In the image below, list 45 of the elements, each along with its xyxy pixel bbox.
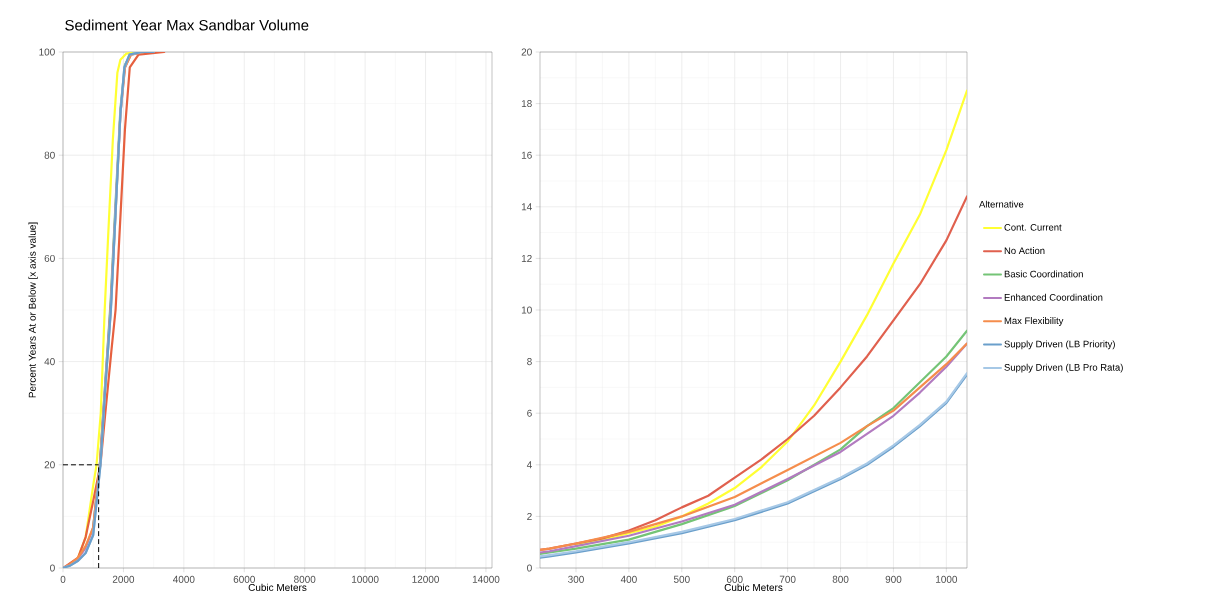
y-tick-label: 4 — [526, 461, 532, 469]
y-tick-label: 20 — [521, 48, 532, 56]
y-tick-label: 12 — [521, 254, 532, 262]
x-tick-label: 12000 — [412, 575, 439, 583]
y-tick-label: 60 — [44, 254, 55, 262]
y-axis-title: Percent Years At or Below [x axis value] — [28, 222, 38, 398]
x-tick-label: 900 — [885, 575, 902, 583]
y-tick-label: 2 — [527, 512, 532, 520]
legend-label: Supply Driven (LB Priority) — [1004, 340, 1115, 350]
x-tick-label: 10000 — [352, 575, 379, 583]
y-tick-label: 18 — [521, 100, 532, 108]
legend-label: No Action — [1004, 247, 1045, 255]
x-tick-label: 500 — [673, 575, 690, 583]
chart-title: Sediment Year Max Sandbar Volume — [65, 19, 309, 31]
y-tick-label: 80 — [44, 151, 55, 159]
y-tick-label: 10 — [521, 306, 532, 314]
legend-label: Cont. Current — [1004, 224, 1062, 231]
x-tick-label: 14000 — [472, 575, 500, 583]
legend-label: Max Flexibility — [1004, 317, 1064, 326]
legend-title: Alternative — [979, 200, 1024, 208]
x-tick-label: 1000 — [936, 575, 958, 583]
y-tick-label: 100 — [39, 48, 55, 56]
x-tick-label: 600 — [726, 575, 743, 583]
y-tick-label: 8 — [527, 358, 532, 366]
legend-label: Enhanced Coordination — [1004, 293, 1103, 301]
y-tick-label: 0 — [50, 564, 55, 572]
y-tick-label: 14 — [521, 203, 532, 211]
legend-label: Basic Coordination — [1004, 270, 1083, 278]
y-tick-label: 16 — [521, 151, 532, 159]
x-tick-label: 700 — [779, 575, 796, 583]
y-tick-label: 40 — [44, 358, 55, 366]
x-tick-label: 800 — [832, 575, 849, 583]
x-tick-label: 8000 — [294, 575, 316, 583]
x-tick-label: 300 — [568, 575, 584, 583]
y-tick-label: 6 — [527, 409, 532, 417]
y-tick-label: 0 — [527, 564, 532, 572]
x-tick-label: 6000 — [233, 575, 255, 583]
x-axis-title: Cubic Meters — [724, 583, 783, 591]
y-tick-label: 20 — [44, 461, 55, 469]
legend-label: Supply Driven (LB Pro Rata) — [1004, 363, 1123, 373]
x-axis-title: Cubic Meters — [248, 583, 307, 591]
x-tick-label: 4000 — [173, 575, 195, 583]
x-tick-label: 400 — [620, 575, 637, 583]
x-tick-label: 2000 — [112, 575, 135, 583]
x-tick-label: 0 — [60, 575, 66, 583]
